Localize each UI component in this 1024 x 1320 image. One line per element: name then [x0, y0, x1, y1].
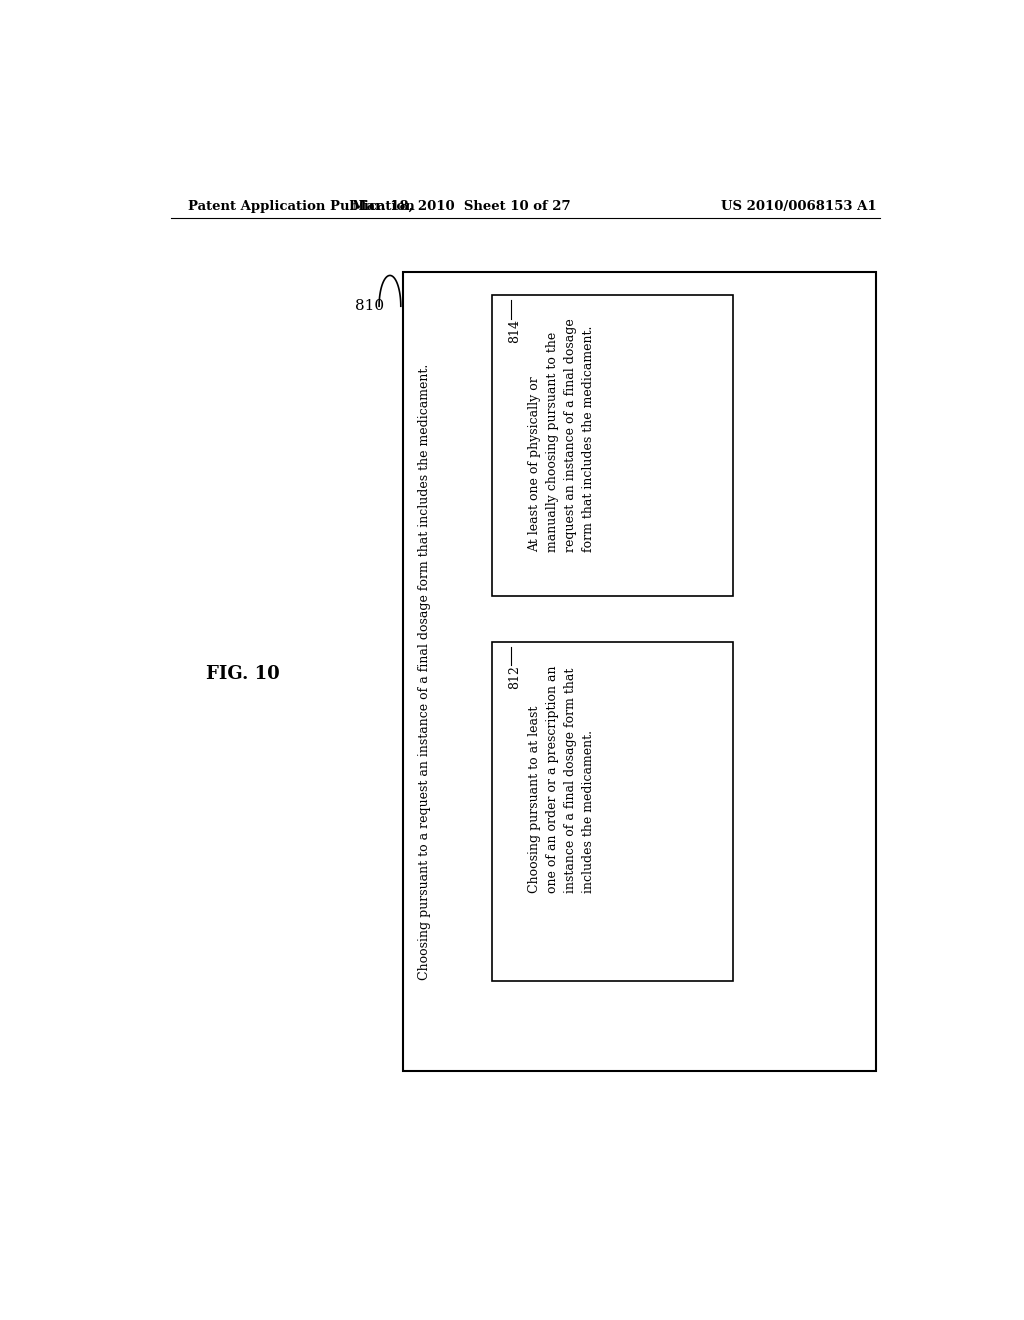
Text: US 2010/0068153 A1: US 2010/0068153 A1 — [721, 199, 877, 213]
Text: Choosing pursuant to at least
one of an order or a prescription an
instance of a: Choosing pursuant to at least one of an … — [528, 665, 595, 892]
Text: FIG. 10: FIG. 10 — [206, 665, 280, 684]
Bar — [493, 642, 732, 981]
Text: 810: 810 — [354, 300, 384, 313]
Text: At least one of physically or
manually choosing pursuant to the
request an insta: At least one of physically or manually c… — [528, 318, 595, 552]
Text: 812: 812 — [508, 665, 521, 689]
Text: Mar. 18, 2010  Sheet 10 of 27: Mar. 18, 2010 Sheet 10 of 27 — [352, 199, 570, 213]
Bar — [493, 296, 732, 595]
Text: 814: 814 — [508, 318, 521, 343]
Text: Choosing pursuant to a request an instance of a final dosage form that includes : Choosing pursuant to a request an instan… — [419, 363, 431, 979]
Bar — [403, 272, 876, 1071]
Text: Patent Application Publication: Patent Application Publication — [188, 199, 415, 213]
